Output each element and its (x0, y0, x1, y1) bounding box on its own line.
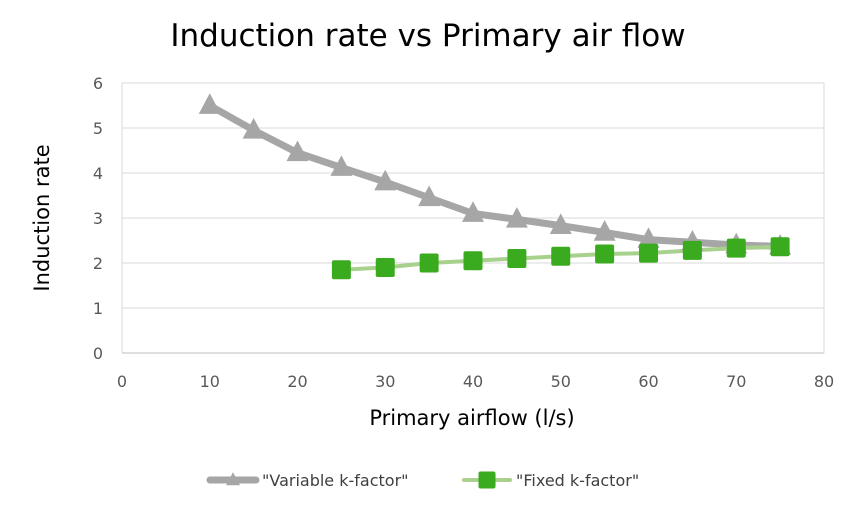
data-point-triangle (286, 140, 309, 162)
data-point-square (770, 237, 790, 257)
data-point-triangle (549, 213, 572, 234)
series-1 (206, 102, 784, 250)
data-point-triangle (198, 93, 221, 114)
data-point-square (595, 244, 615, 264)
y-tick-label: 5 (93, 119, 103, 138)
data-point-triangle (242, 117, 265, 139)
y-tick-label: 0 (93, 344, 103, 363)
y-tick-label: 6 (93, 74, 103, 93)
y-tick-label: 4 (93, 164, 103, 183)
x-tick-label: 0 (117, 372, 127, 391)
legend-label: "Variable k-factor" (262, 471, 409, 490)
data-point-triangle (374, 169, 397, 191)
data-point-square (375, 258, 395, 277)
data-point-square (551, 246, 571, 266)
data-point-square (463, 251, 483, 271)
legend-label: "Fixed k-factor" (516, 471, 639, 490)
x-tick-label: 40 (463, 372, 483, 391)
legend-item: "Variable k-factor" (206, 471, 409, 490)
y-tick-label: 3 (93, 209, 103, 228)
data-point-square (682, 240, 702, 260)
data-point-triangle (330, 155, 353, 176)
series-line (206, 102, 784, 250)
legend-item: "Fixed k-factor" (462, 471, 639, 490)
legend: "Variable k-factor" "Fixed k-factor" (206, 471, 639, 490)
x-tick-label: 50 (551, 372, 571, 391)
data-point-square (726, 238, 746, 258)
series-2-markers (331, 237, 790, 280)
chart-title: Induction rate vs Primary air flow (170, 18, 685, 54)
x-tick-label: 20 (287, 372, 307, 391)
data-point-triangle (505, 207, 528, 228)
series-1-markers (198, 93, 792, 255)
legend-marker-triangle (226, 472, 240, 486)
y-tick-label: 1 (93, 299, 103, 318)
x-tick-label: 60 (638, 372, 658, 391)
data-point-square (507, 249, 527, 268)
data-point-triangle (418, 185, 441, 207)
x-tick-label: 70 (726, 372, 746, 391)
y-tick-label: 2 (93, 254, 103, 273)
data-point-square (331, 260, 351, 280)
data-point-triangle (593, 220, 616, 241)
data-point-triangle (637, 227, 660, 248)
data-point-square (419, 253, 439, 273)
legend-marker-square (478, 471, 496, 489)
x-tick-label: 30 (375, 372, 395, 391)
x-tick-label: 80 (814, 372, 834, 391)
y-axis-title: Induction rate (30, 144, 54, 291)
data-point-square (639, 243, 658, 263)
series-group (198, 93, 792, 280)
data-point-triangle (462, 201, 484, 222)
x-axis-title: Primary airflow (l/s) (369, 406, 574, 430)
x-tick-label: 10 (200, 372, 220, 391)
